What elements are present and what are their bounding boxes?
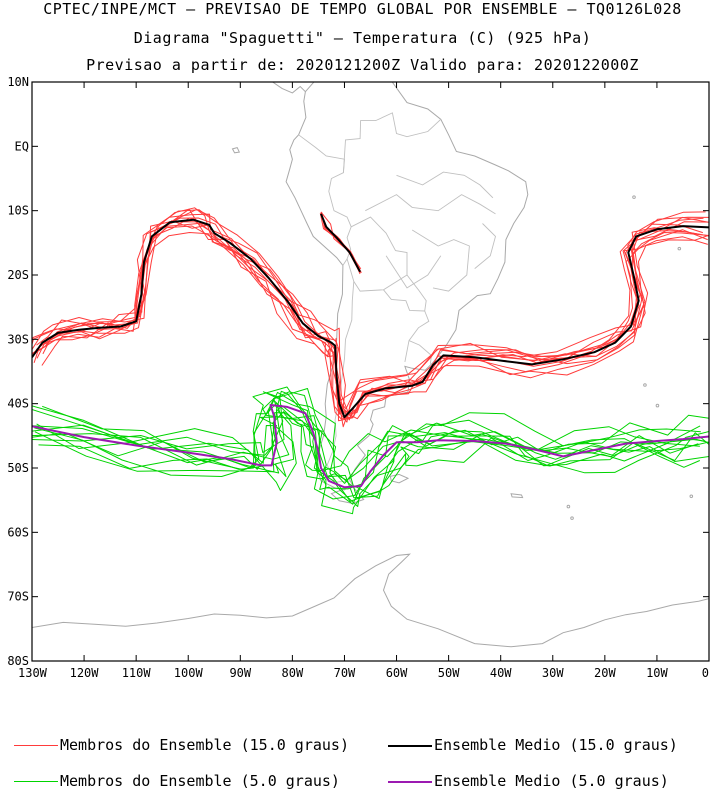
ensemble-member-line [32,391,700,515]
legend-red-label: Membros do Ensemble (15.0 graus) [60,736,349,754]
map-frame [31,81,710,662]
country-border [365,194,496,215]
latitude-axis: 10N EQ 10S 20S 30S 40S 50S 60S 70S 80S [7,75,709,668]
galapagos-coast [231,147,241,154]
island-coast [643,383,647,387]
lon-tick-label: 0 [702,666,709,680]
country-border [404,310,430,362]
legend-black-mean: Ensemble Medio (15.0 graus) [388,736,678,754]
antarctica-coast [32,553,709,648]
island-coast [655,403,660,408]
island-coast [632,195,636,199]
ensemble-means [32,213,709,489]
ensemble-member-line [32,390,709,500]
legend-purple-label: Ensemble Medio (5.0 graus) [434,772,669,790]
lon-tick-label: 30W [542,666,564,680]
lat-tick-label: 30S [7,332,29,346]
legend-purple-swatch [388,780,432,783]
lat-tick-label: 10S [7,204,29,218]
lat-tick-label: 10N [7,75,29,89]
map-background [32,82,709,661]
island-coast [566,504,571,509]
country-border [346,216,408,292]
island-coast [570,516,574,520]
lat-tick-label: EQ [15,139,29,153]
lat-tick-label: 70S [7,590,29,604]
south-georgia-coast [510,493,524,499]
legend-red-members: Membros do Ensemble (15.0 graus) [14,736,349,754]
lat-tick-label: 80S [7,654,29,668]
legend-red-swatch [14,745,58,746]
country-border [408,340,432,364]
island-coast [677,246,682,251]
falklands-coast [389,473,410,484]
ensemble-mean-5c [32,404,709,489]
ensemble-member-line [32,402,705,505]
lon-tick-label: 130W [18,666,48,680]
lon-tick-label: 60W [386,666,408,680]
country-border [411,229,470,292]
lon-tick-label: 10W [646,666,668,680]
lat-tick-label: 60S [7,525,29,539]
title-line-1: CPTEC/INPE/MCT – PREVISAO DE TEMPO GLOBA… [43,0,682,18]
lat-tick-label: 20S [7,268,29,282]
south-america-coast [285,82,529,491]
legend-green-label: Membros do Ensemble (5.0 graus) [60,772,340,790]
legend-black-swatch [388,744,432,747]
lat-tick-label: 40S [7,397,29,411]
ensemble-mean-15c-andes [320,213,361,273]
legend-green-members: Membros do Ensemble (5.0 graus) [14,772,340,790]
lon-tick-label: 110W [122,666,152,680]
country-border [383,274,427,312]
lon-tick-label: 90W [229,666,251,680]
ensemble-mean-15c [32,218,709,419]
country-border [474,223,497,269]
longitude-axis: 130W 120W 110W 100W 90W 80W 70W 60W 50W 40W 30W 20W… [18,82,710,680]
country-border [396,171,494,199]
ensemble-member-line [32,416,709,490]
lon-tick-label: 120W [70,666,100,680]
legend-green-swatch [14,781,58,782]
lon-tick-label: 20W [594,666,616,680]
country-border [342,112,442,173]
lon-tick-label: 80W [282,666,304,680]
lat-tick-label: 50S [7,461,29,475]
title-line-2: Diagrama "Spaguetti" – Temperatura (C) (… [133,29,592,47]
lon-tick-label: 100W [174,666,204,680]
legend-black-label: Ensemble Medio (15.0 graus) [434,736,678,754]
lon-tick-label: 70W [334,666,356,680]
lon-tick-label: 40W [490,666,512,680]
country-border [385,255,442,289]
legend-purple-mean: Ensemble Medio (5.0 graus) [388,772,669,790]
title-line-3: Previsao a partir de: 2020121200Z Valido… [86,56,639,74]
lon-tick-label: 50W [438,666,460,680]
country-border [298,134,352,266]
central-america-coast [272,82,306,94]
island-coast [689,494,694,499]
